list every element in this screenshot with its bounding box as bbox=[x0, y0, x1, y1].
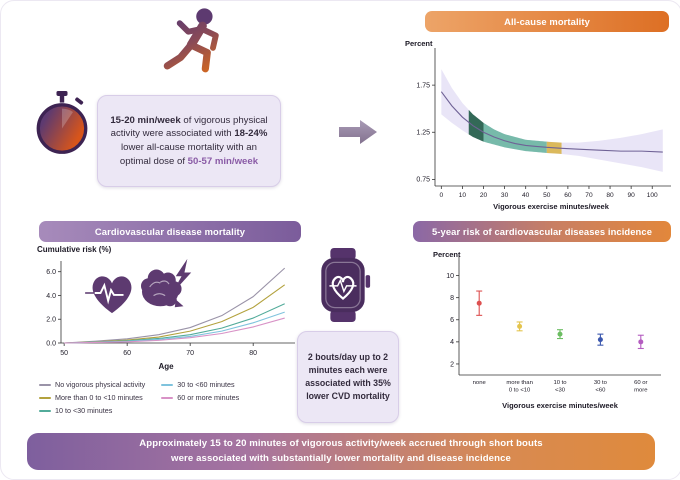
text-segment: lower all-cause mortality with an optima… bbox=[119, 142, 257, 167]
svg-text:<60: <60 bbox=[595, 388, 606, 394]
text-segment: 50-57 min/week bbox=[187, 155, 259, 167]
svg-text:6.0: 6.0 bbox=[46, 269, 56, 276]
legend-swatch bbox=[39, 396, 51, 399]
key-finding-text: 15-20 min/week of vigorous physical acti… bbox=[107, 114, 271, 168]
text-segment: 2 bouts/day up to 2 minutes each bbox=[307, 351, 389, 375]
svg-text:0.0: 0.0 bbox=[46, 340, 56, 347]
svg-text:100: 100 bbox=[647, 192, 658, 199]
banner-cvd-mortality: Cardiovascular disease mortality bbox=[39, 221, 301, 242]
legend-label: No vigorous physical activity bbox=[55, 380, 146, 389]
age-axis-label: Age bbox=[158, 362, 174, 371]
svg-text:Vigorous exercise minutes/week: Vigorous exercise minutes/week bbox=[502, 401, 619, 410]
svg-text:more: more bbox=[634, 388, 648, 394]
five-year-risk-chart: 2 4 6 8 10 none more than 0 to <10 10 to <30 30 to… bbox=[433, 250, 661, 410]
banner-all-cause-mortality: All-cause mortality bbox=[425, 11, 669, 32]
arrow-right-icon bbox=[339, 117, 379, 147]
legend-item: 30 to <60 minutes bbox=[161, 380, 239, 389]
svg-text:Vigorous exercise minutes/week: Vigorous exercise minutes/week bbox=[493, 202, 610, 211]
svg-text:40: 40 bbox=[522, 192, 530, 199]
svg-text:20: 20 bbox=[480, 192, 488, 199]
svg-text:90: 90 bbox=[627, 192, 635, 199]
bottom-summary-banner: Approximately 15 to 20 minutes of vigoro… bbox=[27, 433, 655, 470]
svg-text:60: 60 bbox=[564, 192, 572, 199]
svg-text:10: 10 bbox=[459, 192, 467, 199]
svg-text:10 to: 10 to bbox=[553, 380, 567, 386]
legend-label: 30 to <60 minutes bbox=[177, 380, 235, 389]
text-segment: were associated with bbox=[305, 364, 388, 388]
summary-line-1: Approximately 15 to 20 minutes of vigoro… bbox=[139, 437, 543, 449]
cumulative-risk-axis-label: Cumulative risk (%) bbox=[37, 245, 112, 254]
svg-text:6: 6 bbox=[450, 317, 454, 324]
legend-item: 60 or more minutes bbox=[161, 393, 239, 402]
svg-text:50: 50 bbox=[543, 192, 551, 199]
bouts-callout: 2 bouts/day up to 2 minutes each were as… bbox=[297, 331, 399, 423]
svg-text:80: 80 bbox=[249, 350, 257, 357]
svg-text:70: 70 bbox=[186, 350, 194, 357]
svg-text:70: 70 bbox=[585, 192, 593, 199]
svg-text:2.0: 2.0 bbox=[46, 317, 56, 324]
svg-text:4: 4 bbox=[450, 339, 454, 346]
svg-text:none: none bbox=[473, 380, 487, 386]
bouts-text: 2 bouts/day up to 2 minutes each were as… bbox=[305, 351, 391, 404]
legend-swatch bbox=[161, 396, 174, 399]
cvd-mortality-chart: 0.0 2.0 4.0 6.0 50 60 70 80 bbox=[46, 261, 295, 357]
brain-icon bbox=[137, 257, 201, 313]
svg-text:<30: <30 bbox=[555, 388, 566, 394]
svg-text:60 or: 60 or bbox=[634, 380, 647, 386]
legend-label: 10 to <30 minutes bbox=[55, 406, 113, 415]
svg-text:0: 0 bbox=[439, 192, 443, 199]
text-segment: 15-20 min/week bbox=[110, 114, 181, 126]
svg-text:Percent: Percent bbox=[405, 39, 433, 48]
svg-text:80: 80 bbox=[606, 192, 614, 199]
svg-text:60: 60 bbox=[123, 350, 131, 357]
text-segment: 18-24% bbox=[234, 128, 268, 140]
legend-swatch bbox=[39, 383, 51, 386]
heart-ecg-icon bbox=[85, 269, 139, 317]
runner-icon bbox=[153, 7, 233, 83]
svg-text:1.25: 1.25 bbox=[416, 130, 430, 137]
all-cause-mortality-chart: 0.75 1.25 1.75 0 10 20 30 40 50 60 70 80 90 100 Percen… bbox=[405, 39, 671, 211]
svg-text:30: 30 bbox=[501, 192, 509, 199]
svg-text:0 to <10: 0 to <10 bbox=[509, 388, 531, 394]
smartwatch-heart-icon bbox=[315, 247, 371, 323]
summary-line-2: were associated with substantially lower… bbox=[171, 452, 511, 464]
text-segment: lower CVD mortality bbox=[306, 391, 390, 402]
legend-item: More than 0 to <10 minutes bbox=[39, 393, 145, 402]
svg-text:10: 10 bbox=[446, 273, 454, 280]
legend-swatch bbox=[39, 409, 51, 412]
banner-five-year-risk: 5-year risk of cardiovascular diseases i… bbox=[413, 221, 671, 242]
stopwatch-icon bbox=[33, 91, 91, 155]
key-finding-callout: 15-20 min/week of vigorous physical acti… bbox=[97, 95, 281, 187]
svg-text:2: 2 bbox=[450, 361, 454, 368]
legend-label: More than 0 to <10 minutes bbox=[55, 393, 143, 402]
svg-text:Percent: Percent bbox=[433, 250, 461, 259]
text-segment: of vigorous physical activity were assoc… bbox=[110, 114, 268, 140]
cvd-legend: No vigorous physical activity More than 0… bbox=[39, 378, 239, 417]
svg-text:4.0: 4.0 bbox=[46, 293, 56, 300]
legend-item: No vigorous physical activity bbox=[39, 380, 145, 389]
svg-text:30 to: 30 to bbox=[594, 380, 608, 386]
svg-text:more than: more than bbox=[506, 380, 533, 386]
svg-text:8: 8 bbox=[450, 295, 454, 302]
legend-item: 10 to <30 minutes bbox=[39, 406, 145, 415]
svg-text:50: 50 bbox=[60, 350, 68, 357]
svg-text:1.75: 1.75 bbox=[416, 82, 430, 89]
legend-label: 60 or more minutes bbox=[177, 393, 240, 402]
text-segment: 35% bbox=[373, 378, 391, 388]
legend-swatch bbox=[161, 383, 174, 386]
svg-text:0.75: 0.75 bbox=[416, 177, 430, 184]
